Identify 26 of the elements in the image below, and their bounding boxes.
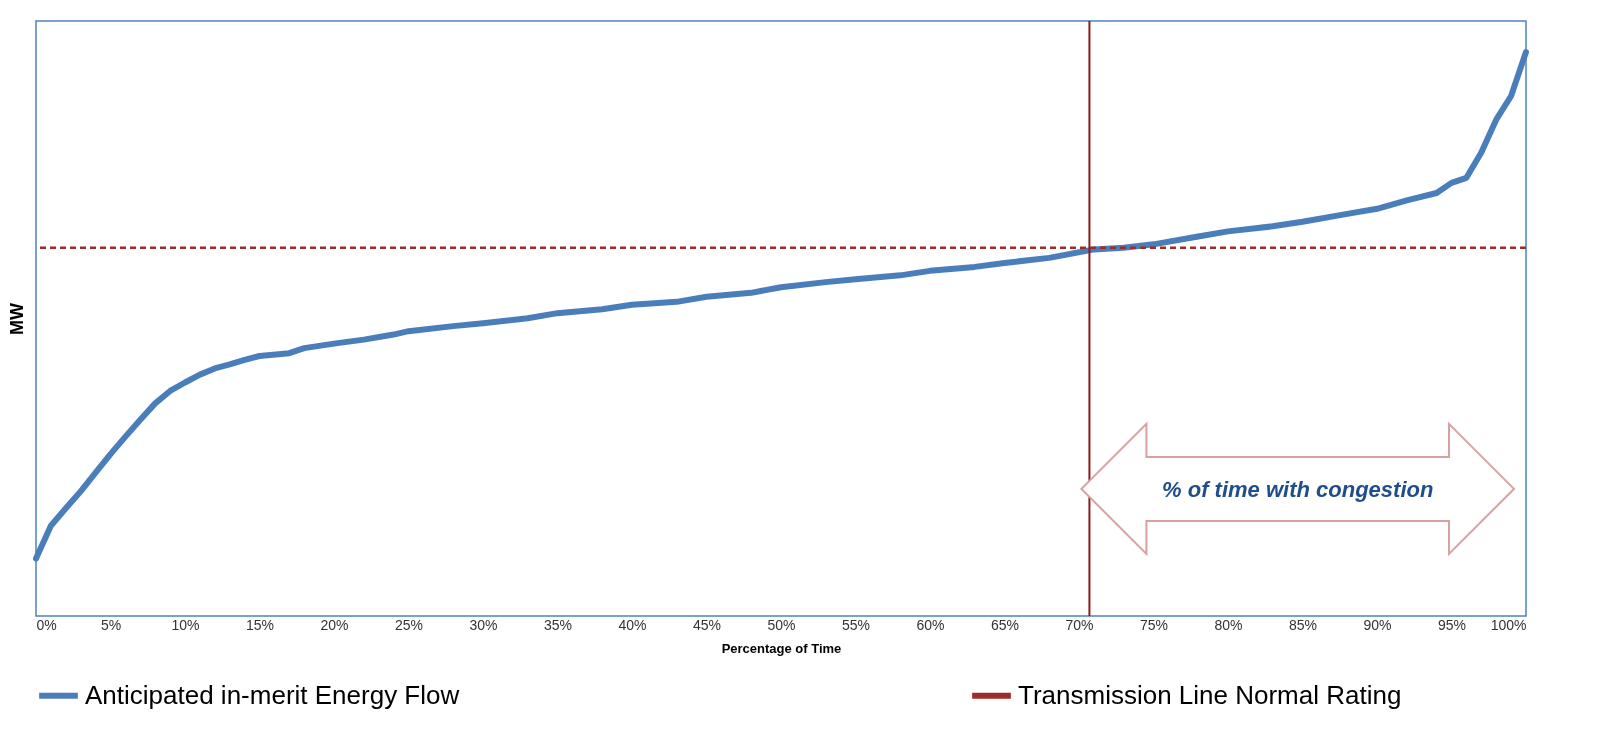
y-axis-title: MW [6,303,27,335]
legend-label: Anticipated in-merit Energy Flow [85,679,460,710]
x-tick-label: 25% [394,616,424,633]
x-tick-label: 60% [916,616,945,633]
annotation: % of time with congestion [1162,476,1434,502]
x-tick-label: 90% [1363,616,1392,633]
x-tick-label: 85% [1288,616,1318,633]
x-tick-label: 10% [171,616,200,633]
x-tick-label: 40% [618,616,647,633]
x-tick-label: 100% [1490,616,1527,633]
x-tick-label: 65% [990,616,1020,633]
x-axis-title: Percentage of Time [721,640,842,656]
x-tick-label: 30% [469,616,498,633]
x-tick-label: 5% [100,616,122,633]
x-tick-label: 70% [1065,616,1094,633]
x-tick-label: 0% [36,616,57,633]
x-tick-label: 80% [1214,616,1243,633]
x-tick-label: 35% [543,616,573,633]
x-tick-label: 55% [841,616,871,633]
x-tick-label: 50% [767,616,796,633]
x-tick-label: 75% [1139,616,1169,633]
x-tick-label: 95% [1437,616,1467,633]
legend-label: Transmission Line Normal Rating [1018,679,1402,710]
x-tick-label: 15% [245,616,275,633]
x-tick-label: 45% [692,616,722,633]
x-tick-label: 20% [320,616,349,633]
